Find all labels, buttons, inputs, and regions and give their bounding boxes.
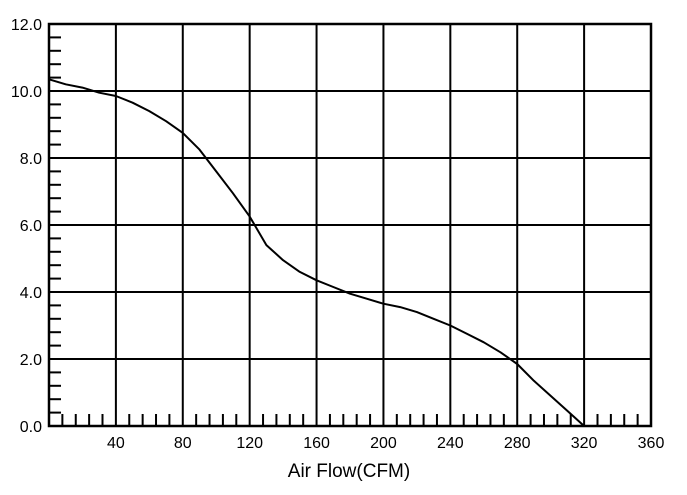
x-tick-label: 240 [437, 435, 464, 452]
y-tick-label: 4.0 [20, 285, 42, 302]
y-tick-label: 12.0 [11, 17, 42, 34]
x-tick-label: 40 [107, 435, 125, 452]
plot-border [47, 22, 653, 428]
y-tick-label: 2.0 [20, 352, 42, 369]
plot-frame [47, 22, 653, 428]
x-tick-labels: 40 80 120 160 200 240 280 320 360 [107, 435, 664, 452]
x-tick-label: 160 [303, 435, 330, 452]
x-tick-label: 200 [370, 435, 397, 452]
x-tick-label: 360 [638, 435, 665, 452]
y-tick-label: 0.0 [20, 419, 42, 436]
y-tick-labels: 0.0 2.0 4.0 6.0 8.0 10.0 12.0 [11, 17, 42, 436]
minor-ticks [49, 36, 639, 426]
x-tick-label: 80 [174, 435, 192, 452]
grid [49, 24, 651, 426]
x-tick-label: 120 [236, 435, 263, 452]
x-axis-title: Air Flow(CFM) [288, 461, 410, 482]
performance-curve [48, 78, 585, 427]
y-tick-label: 10.0 [11, 84, 42, 101]
y-tick-label: 8.0 [20, 151, 42, 168]
series-layer [48, 78, 585, 427]
x-tick-label: 320 [571, 435, 598, 452]
y-tick-label: 6.0 [20, 218, 42, 235]
x-tick-label: 280 [504, 435, 531, 452]
